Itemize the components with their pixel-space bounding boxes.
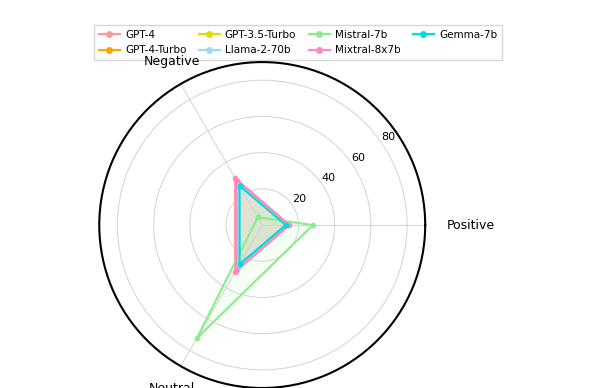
Polygon shape (240, 186, 285, 264)
Polygon shape (197, 217, 313, 338)
Text: Positive: Positive (447, 218, 495, 232)
Polygon shape (237, 181, 288, 269)
Polygon shape (239, 184, 285, 266)
Polygon shape (238, 183, 285, 267)
Polygon shape (236, 180, 290, 270)
Legend: GPT-4, GPT-4-Turbo, GPT-3.5-Turbo, Llama-2-70b, Mistral-7b, Mixtral-8x7b, Gemma-: GPT-4, GPT-4-Turbo, GPT-3.5-Turbo, Llama… (94, 25, 502, 61)
Polygon shape (235, 178, 290, 272)
Text: Neutral: Neutral (148, 382, 195, 388)
Text: Negative: Negative (144, 55, 200, 68)
